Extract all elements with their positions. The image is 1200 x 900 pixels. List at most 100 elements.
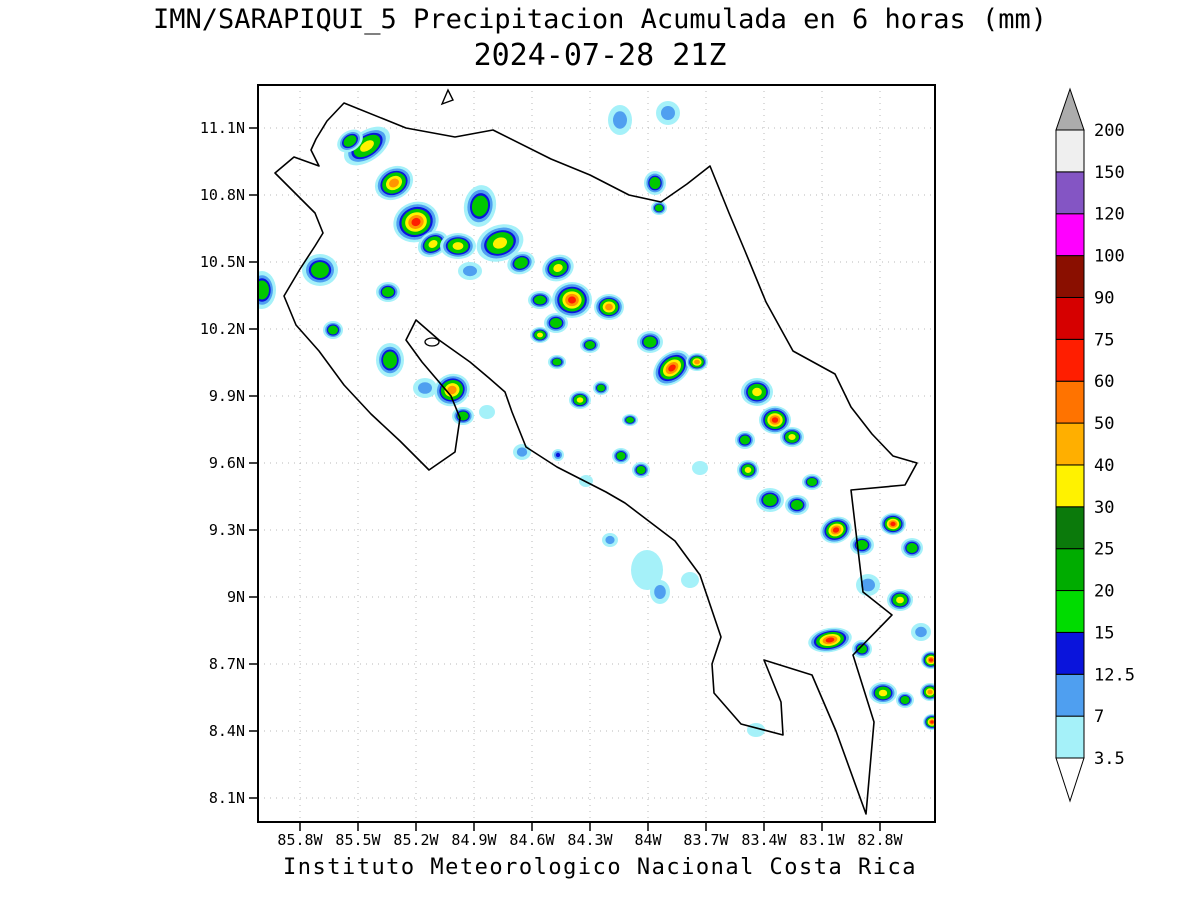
- precip-cell: [686, 353, 708, 371]
- precip-cell-ring: [613, 111, 627, 129]
- precip-cell: [759, 406, 791, 434]
- y-tick-label: 8.4N: [209, 722, 245, 740]
- precip-cell: [530, 327, 550, 343]
- colorbar: 3.5 7 12.5 15 20 25 30 40 50 60 75 90 100 120 150 200: [1055, 87, 1135, 803]
- precip-cell-ring: [553, 263, 563, 273]
- precip-cell-ring: [479, 405, 495, 419]
- precip-cell-ring: [668, 364, 676, 372]
- precip-cell-ring: [389, 178, 399, 188]
- precip-cell-ring: [832, 527, 840, 533]
- precip-cell: [681, 572, 699, 588]
- colorbar-band: [1055, 631, 1085, 675]
- precip-cell-ring: [605, 303, 613, 311]
- precip-cell: [820, 516, 852, 544]
- y-tick-label: 9.9N: [209, 387, 245, 405]
- precip-cell-ring: [807, 478, 817, 486]
- precip-cell: [887, 589, 913, 611]
- precip-cell: [869, 682, 897, 704]
- precip-cell-ring: [900, 696, 910, 704]
- colorbar-band: [1055, 171, 1085, 215]
- colorbar-band: [1055, 422, 1085, 466]
- precip-cell-ring: [655, 204, 663, 212]
- precip-cell-ring: [631, 550, 663, 590]
- precip-cell-ring: [788, 434, 796, 440]
- precip-cell: [608, 105, 632, 135]
- x-tick-label: 83.7W: [683, 831, 729, 849]
- colorbar-label: 100: [1094, 247, 1125, 267]
- y-tick-label: 9N: [227, 588, 245, 606]
- precip-cell-ring: [328, 325, 338, 335]
- precip-cell: [476, 224, 524, 262]
- colorbar-band: [1055, 715, 1085, 759]
- colorbar-band: [1055, 590, 1085, 633]
- precip-cell-ring: [418, 382, 432, 394]
- precip-cell: [612, 448, 630, 464]
- precip-cell: [896, 692, 914, 708]
- figure-title: IMN/SARAPIQUI_5 Precipitacion Acumulada …: [0, 3, 1200, 74]
- precip-cell: [622, 414, 638, 426]
- precip-cell: [756, 488, 784, 512]
- precip-cell: [374, 165, 414, 201]
- colorbar-label: 60: [1094, 372, 1114, 392]
- colorbar-label: 15: [1094, 623, 1114, 643]
- precip-cell-ring: [857, 644, 867, 654]
- precip-cell-ring: [537, 332, 543, 338]
- precipitation-cells: [258, 101, 935, 737]
- precip-cell-ring: [605, 535, 615, 545]
- precip-cell: [808, 627, 852, 653]
- precip-cell: [513, 444, 531, 460]
- precip-cell: [602, 533, 618, 547]
- precip-cell: [632, 462, 650, 478]
- x-tick-label: 85.8W: [277, 831, 323, 849]
- colorbar-band: [1055, 338, 1085, 382]
- x-tick-label: 82.8W: [857, 831, 903, 849]
- precip-cell-ring: [258, 280, 269, 300]
- precip-cell: [458, 262, 482, 280]
- colorbar-label: 50: [1094, 414, 1114, 434]
- colorbar-label: 90: [1094, 289, 1114, 309]
- precip-cell: [413, 378, 437, 398]
- y-tick-label: 10.8N: [200, 186, 245, 204]
- colorbar-below-arrow: [1055, 757, 1085, 803]
- colorbar-band: [1055, 255, 1085, 298]
- figure-caption: Instituto Meteorologico Nacional Costa R…: [282, 855, 918, 880]
- y-tick-label: 10.5N: [200, 253, 245, 271]
- map-frame: [257, 84, 936, 823]
- precip-cell-ring: [516, 447, 528, 457]
- precip-cell-ring: [452, 242, 464, 250]
- precip-cell: [417, 230, 449, 258]
- precip-cell: [569, 391, 591, 409]
- precip-cell-ring: [896, 596, 904, 604]
- precip-cell: [644, 171, 666, 195]
- colorbar-band: [1055, 380, 1085, 424]
- precip-cell-ring: [616, 452, 626, 460]
- figure-title-line2: 2024-07-28 21Z: [473, 38, 727, 73]
- precip-cell-ring: [382, 287, 394, 297]
- precip-cell-ring: [825, 637, 835, 643]
- precip-cell: [376, 282, 400, 302]
- precip-cell-ring: [878, 689, 888, 697]
- precip-cell-ring: [463, 265, 477, 277]
- y-tick-label: 9.3N: [209, 521, 245, 539]
- precip-cell: [880, 513, 906, 535]
- precip-cell-ring: [534, 295, 546, 305]
- precip-cell: [302, 254, 338, 286]
- colorbar-band: [1055, 673, 1085, 717]
- precip-cell-ring: [626, 417, 634, 423]
- colorbar-label: 7: [1094, 707, 1104, 727]
- precip-cell-ring: [890, 521, 896, 527]
- x-tick-label: 85.5W: [335, 831, 381, 849]
- precip-cell-ring: [311, 262, 329, 278]
- precip-cell: [544, 313, 568, 333]
- precip-cell: [258, 271, 276, 309]
- precip-cell: [542, 254, 574, 282]
- precip-cell-ring: [771, 417, 779, 423]
- precip-cell: [637, 331, 663, 353]
- precip-cell-ring: [649, 177, 661, 189]
- colorbar-above-arrow: [1055, 87, 1085, 131]
- precip-cell-ring: [428, 240, 438, 248]
- precip-cell-ring: [791, 500, 803, 510]
- precip-cell: [631, 550, 663, 590]
